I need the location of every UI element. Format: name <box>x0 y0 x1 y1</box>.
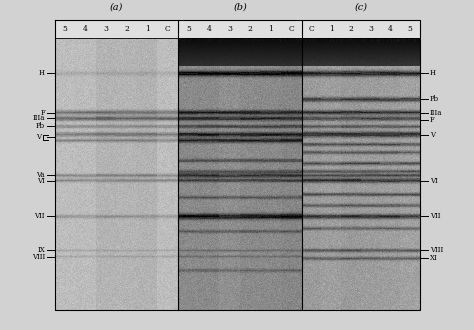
Text: C: C <box>165 25 171 33</box>
Text: IX: IX <box>37 246 45 254</box>
Text: (c): (c) <box>355 3 367 12</box>
Text: C: C <box>289 25 294 33</box>
Text: 5: 5 <box>186 25 191 33</box>
Text: 1: 1 <box>145 25 150 33</box>
Text: 2: 2 <box>124 25 129 33</box>
Text: (b): (b) <box>233 3 247 12</box>
Text: F: F <box>430 115 435 124</box>
Text: V: V <box>430 131 435 139</box>
Text: XI: XI <box>430 254 438 262</box>
Text: 1: 1 <box>329 25 334 33</box>
Text: VII: VII <box>35 212 45 220</box>
Bar <box>55 20 178 38</box>
Text: F: F <box>40 109 45 117</box>
Text: (a): (a) <box>110 3 123 12</box>
Text: 4: 4 <box>207 25 211 33</box>
Text: VII: VII <box>430 212 440 220</box>
Text: 2: 2 <box>349 25 354 33</box>
Text: IIIa: IIIa <box>33 114 45 122</box>
Text: Va: Va <box>36 171 45 180</box>
Bar <box>302 20 420 38</box>
Text: 5: 5 <box>408 25 412 33</box>
Text: 3: 3 <box>227 25 232 33</box>
Text: 1: 1 <box>269 25 273 33</box>
Text: V: V <box>36 133 41 141</box>
Bar <box>178 20 302 38</box>
Text: 4: 4 <box>83 25 88 33</box>
Text: 5: 5 <box>63 25 68 33</box>
Text: VI: VI <box>37 177 45 185</box>
Text: 4: 4 <box>388 25 393 33</box>
Text: 3: 3 <box>104 25 109 33</box>
Text: 3: 3 <box>368 25 374 33</box>
Text: C: C <box>309 25 315 33</box>
Text: 2: 2 <box>248 25 253 33</box>
Text: VI: VI <box>430 177 438 185</box>
Text: H: H <box>39 69 45 77</box>
Text: H: H <box>430 69 436 77</box>
Text: Pb: Pb <box>36 122 45 130</box>
Text: VIII: VIII <box>430 246 443 254</box>
Text: IIIa: IIIa <box>430 109 443 117</box>
Text: Pb: Pb <box>430 95 439 103</box>
Text: VIII: VIII <box>32 253 45 261</box>
